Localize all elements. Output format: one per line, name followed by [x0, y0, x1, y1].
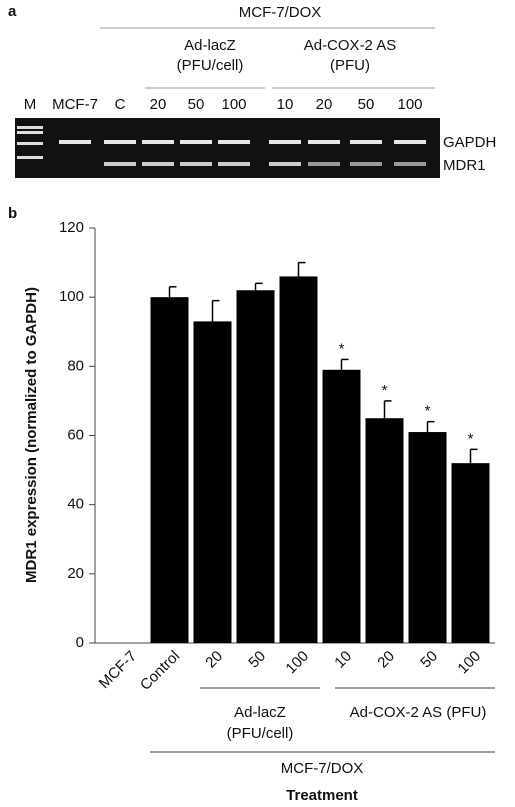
- gel-band: [17, 156, 43, 159]
- gel-band: [350, 140, 382, 144]
- gel-band: [308, 162, 340, 166]
- lane-label: 10: [277, 96, 294, 113]
- bar: [366, 418, 404, 643]
- gel-band: [218, 140, 250, 144]
- subgroup-label: Ad-COX-2 AS: [304, 37, 397, 54]
- x-tick-label: 100: [282, 648, 312, 678]
- gel-band: [394, 140, 426, 144]
- gel-band: [180, 140, 212, 144]
- group-unit: (PFU/cell): [227, 725, 294, 742]
- gel-band: [17, 126, 43, 129]
- band-label: MDR1: [443, 157, 486, 174]
- gel-band: [104, 162, 136, 166]
- x-tick-label: 100: [454, 648, 484, 678]
- significance-mark: *: [382, 382, 388, 399]
- x-tick-label: 20: [374, 648, 398, 672]
- x-tick-label: 20: [202, 648, 226, 672]
- significance-mark: *: [339, 340, 345, 357]
- gel-band: [59, 140, 91, 144]
- bar: [409, 432, 447, 643]
- gel-band: [142, 162, 174, 166]
- significance-mark: *: [468, 430, 474, 447]
- group-label: Ad-COX-2 AS (PFU): [350, 704, 487, 721]
- bar: [323, 370, 361, 643]
- gel-band: [104, 140, 136, 144]
- lane-label: 50: [358, 96, 375, 113]
- lane-label: 50: [188, 96, 205, 113]
- x-axis-label: Treatment: [286, 787, 358, 804]
- gel-band: [308, 140, 340, 144]
- gel-band: [269, 162, 301, 166]
- bar: [151, 297, 189, 643]
- subgroup-label: Ad-lacZ: [184, 37, 236, 54]
- gel-band: [142, 140, 174, 144]
- lane-label: 20: [316, 96, 333, 113]
- y-tick-label: 60: [67, 426, 84, 443]
- subgroup-unit: (PFU/cell): [177, 57, 244, 74]
- gel-band: [17, 131, 43, 134]
- y-tick-label: 40: [67, 496, 84, 513]
- bar: [280, 276, 318, 643]
- bar: [452, 463, 490, 643]
- lane-label: C: [115, 96, 126, 113]
- x-tick-label: 50: [245, 648, 269, 672]
- group-label: MCF-7/DOX: [239, 4, 322, 21]
- y-axis-label: MDR1 expression (normalized to GAPDH): [23, 287, 40, 583]
- y-tick-label: 20: [67, 565, 84, 582]
- lane-label: 100: [397, 96, 422, 113]
- lane-label: MCF-7: [52, 96, 98, 113]
- y-tick-label: 80: [67, 357, 84, 374]
- x-tick-label: MCF-7: [96, 648, 140, 692]
- x-tick-label: Control: [137, 648, 183, 694]
- gel-band: [17, 142, 43, 145]
- y-tick-label: 120: [59, 219, 84, 236]
- subgroup-unit: (PFU): [330, 57, 370, 74]
- lane-label: M: [24, 96, 37, 113]
- y-tick-label: 0: [76, 634, 84, 651]
- lane-label: 100: [221, 96, 246, 113]
- gel-band: [269, 140, 301, 144]
- x-tick-label: 50: [417, 648, 441, 672]
- lane-label: 20: [150, 96, 167, 113]
- bar: [194, 321, 232, 643]
- figure: a MCF-7/DOX Ad-lacZ (PFU/cell) Ad-COX-2 …: [0, 0, 515, 807]
- significance-mark: *: [425, 403, 431, 420]
- gel-band: [394, 162, 426, 166]
- gel: [15, 118, 440, 178]
- gel-band: [350, 162, 382, 166]
- panel-label: b: [8, 205, 17, 222]
- group-label: Ad-lacZ: [234, 704, 286, 721]
- y-tick-label: 100: [59, 288, 84, 305]
- gel-band: [180, 162, 212, 166]
- panel-label: a: [8, 3, 17, 20]
- bar: [237, 290, 275, 643]
- group-label: MCF-7/DOX: [281, 760, 364, 777]
- band-label: GAPDH: [443, 134, 496, 151]
- gel-band: [218, 162, 250, 166]
- x-tick-label: 10: [331, 648, 355, 672]
